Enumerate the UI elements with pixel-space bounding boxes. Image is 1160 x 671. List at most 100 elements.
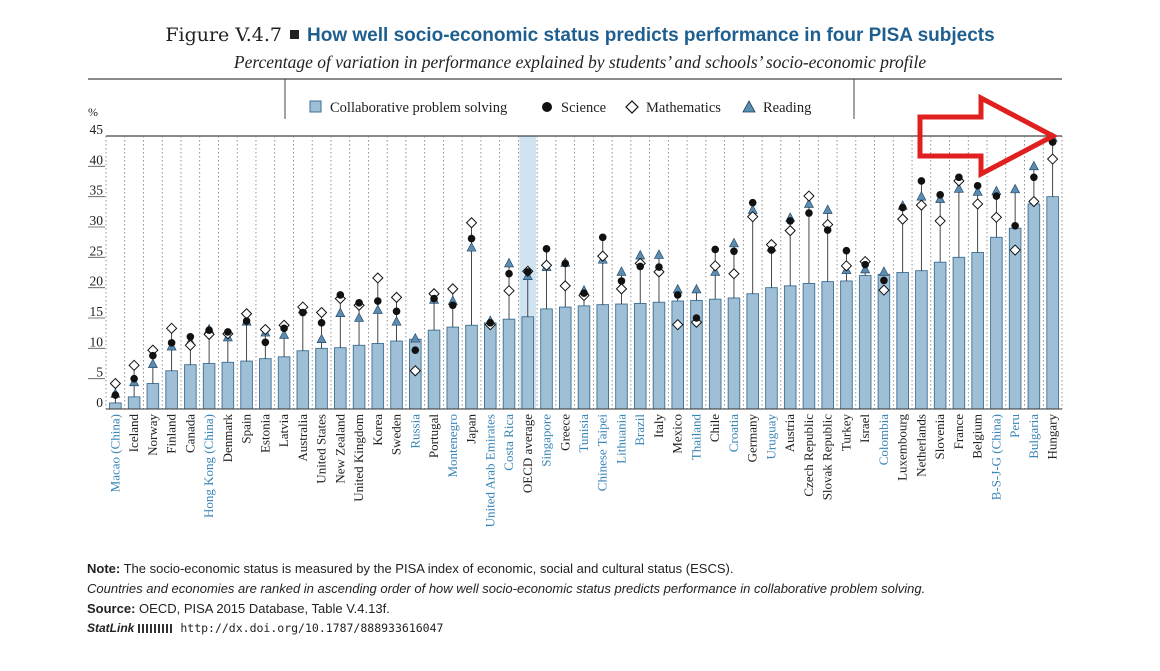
figure-title: Figure V.4.7 How well socio-economic stat… <box>0 24 1160 47</box>
marker-science <box>880 276 888 285</box>
bar-collaborative <box>933 261 947 410</box>
category-label: Greece <box>557 414 572 451</box>
bar-collaborative <box>202 363 216 410</box>
bar-collaborative <box>783 285 797 410</box>
category-label: Luxembourg <box>895 414 910 481</box>
category-label: Norway <box>145 414 160 456</box>
marker-reading <box>916 191 927 201</box>
marker-science <box>130 374 138 383</box>
y-tick-label: 10 <box>90 334 104 349</box>
legend-science-marker <box>542 102 552 112</box>
marker-science <box>224 328 232 336</box>
marker-science <box>786 217 794 225</box>
category-label: United Kingdom <box>351 414 366 502</box>
marker-mathematics <box>728 268 740 280</box>
category-label: Croatia <box>726 414 741 452</box>
marker-science <box>299 308 307 317</box>
figure-subtitle: Percentage of variation in performance e… <box>233 52 927 72</box>
statlink-url-link[interactable]: http://dx.doi.org/10.1787/888933616047 <box>180 621 444 635</box>
category-label: Bulgaria <box>1026 414 1041 459</box>
marker-science <box>805 209 813 217</box>
legend-math-marker <box>625 100 639 114</box>
category-label: United States <box>314 414 329 484</box>
category-label: United Arab Emirates <box>482 414 497 527</box>
marker-science <box>167 339 176 347</box>
category-label: Finland <box>164 414 179 454</box>
category-label: Turkey <box>838 414 853 452</box>
legend-label: Mathematics <box>646 100 721 116</box>
marker-science <box>430 294 438 303</box>
category-label: Lithuania <box>613 414 628 464</box>
marker-science <box>336 291 345 299</box>
marker-science <box>580 289 588 297</box>
note-line: Note: The socio-economic status is measu… <box>87 559 1087 579</box>
marker-reading <box>410 332 421 343</box>
marker-science <box>917 177 926 185</box>
bar-collaborative <box>334 347 347 410</box>
chart-svg: Collaborative problem solving Science Math… <box>88 78 1063 527</box>
marker-reading <box>953 183 964 193</box>
category-label: Korea <box>370 414 385 446</box>
category-label: Germany <box>745 414 760 463</box>
annotation-arrow <box>917 93 1059 179</box>
category-label: Russia <box>407 414 422 449</box>
marker-mathematics <box>1046 153 1059 165</box>
marker-reading <box>803 198 814 208</box>
bar-collaborative <box>127 396 141 410</box>
marker-reading <box>822 204 833 214</box>
y-tick-label: 15 <box>90 304 104 319</box>
bar-collaborative <box>109 402 122 410</box>
category-label: Canada <box>182 414 197 453</box>
figure-main-title: How well socio-economic status predicts … <box>307 25 995 46</box>
marker-reading <box>653 249 664 259</box>
legend-bar-swatch <box>309 100 322 113</box>
bar-collaborative <box>1027 203 1041 410</box>
category-label: Spain <box>239 414 254 444</box>
marker-science <box>374 297 382 305</box>
category-label: Japan <box>464 414 479 444</box>
marker-science <box>617 277 626 285</box>
legend-reading-marker <box>742 100 756 113</box>
marker-science <box>411 346 420 354</box>
marker-science <box>992 192 1001 200</box>
marker-reading <box>878 266 889 276</box>
category-label: Singapore <box>539 414 554 467</box>
category-label: Thailand <box>688 414 703 461</box>
category-label: Costa Rica <box>501 414 516 471</box>
marker-reading <box>335 307 346 317</box>
marker-science <box>711 245 720 254</box>
bar-collaborative <box>146 383 160 410</box>
marker-science <box>1030 173 1038 182</box>
marker-mathematics <box>971 198 984 210</box>
marker-science <box>598 233 607 242</box>
marker-science <box>823 226 832 234</box>
category-label: New Zealand <box>332 414 347 484</box>
category-label: B-S-J-G (China) <box>988 414 1003 500</box>
marker-science <box>505 269 513 278</box>
bar-collaborative <box>315 347 328 410</box>
marker-mathematics <box>597 250 609 262</box>
marker-mathematics <box>184 339 197 352</box>
note-label: Note: <box>87 561 121 576</box>
bar-collaborative <box>802 282 816 410</box>
bar-collaborative <box>277 356 291 410</box>
marker-reading <box>316 333 327 344</box>
category-label: Macao (China) <box>107 414 122 492</box>
legend-label: Science <box>561 100 606 116</box>
bar-collaborative <box>577 305 591 410</box>
marker-mathematics <box>465 217 478 229</box>
marker-science <box>767 246 776 254</box>
marker-reading <box>504 257 515 268</box>
category-label: Colombia <box>876 414 891 466</box>
bar-collaborative <box>971 252 984 410</box>
marker-science <box>636 262 645 271</box>
marker-reading <box>466 241 477 252</box>
bar-collaborative <box>990 236 1003 410</box>
bar-collaborative <box>615 303 628 410</box>
marker-science <box>955 173 963 182</box>
bar-collaborative <box>727 297 741 410</box>
marker-science <box>936 191 944 199</box>
marker-science <box>261 338 270 347</box>
y-tick-label: 45 <box>90 122 104 137</box>
marker-mathematics <box>447 283 459 295</box>
